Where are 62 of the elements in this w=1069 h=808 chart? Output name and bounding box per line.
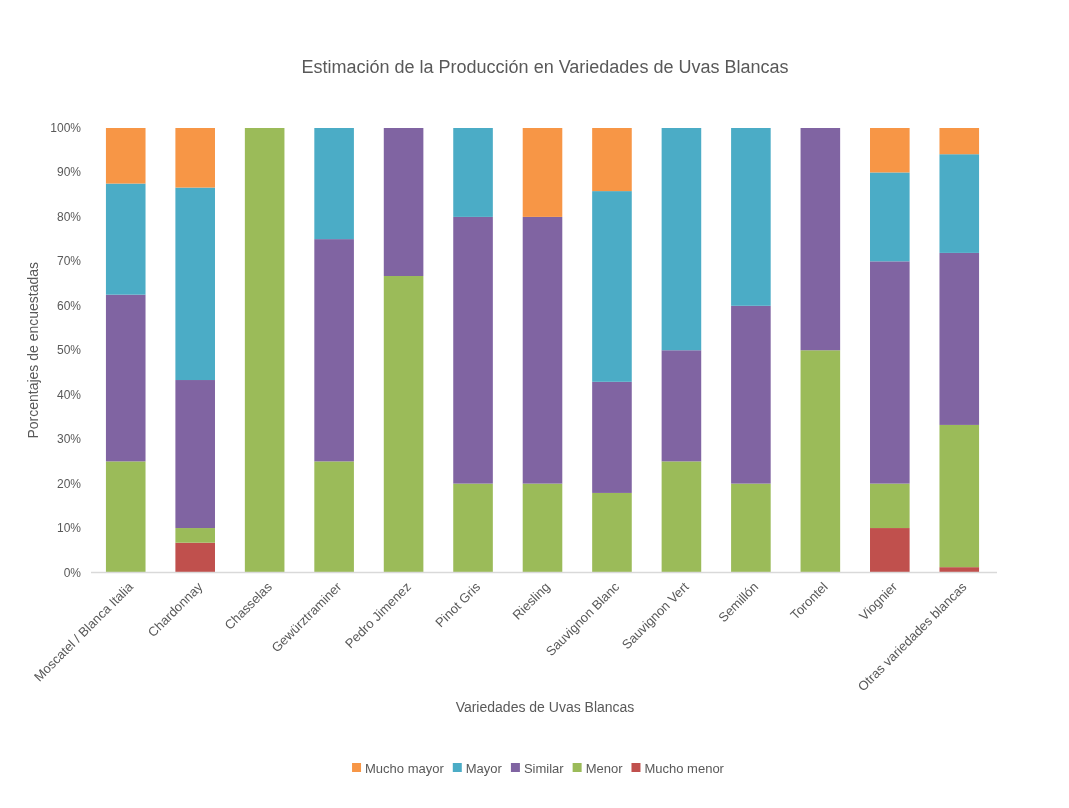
bar — [800, 128, 841, 351]
bar — [105, 294, 146, 462]
bar — [175, 187, 215, 381]
bar — [314, 239, 354, 462]
bar — [314, 461, 354, 573]
y-tick-label: 0% — [63, 565, 82, 580]
bar — [731, 305, 771, 484]
legend-label: Mucho mayor — [365, 760, 445, 776]
bar — [870, 128, 910, 173]
bar — [522, 216, 563, 484]
bar — [453, 483, 493, 573]
bar — [453, 128, 493, 217]
bar — [939, 252, 980, 425]
bar — [314, 128, 354, 240]
chart-title: Estimación de la Producción en Variedades de Uvas Blancas — [301, 57, 789, 77]
x-axis-title: Variedades de Uvas Blancas — [455, 699, 635, 715]
bar — [453, 216, 493, 484]
bar — [105, 461, 146, 573]
bar — [731, 483, 771, 573]
bar — [592, 191, 632, 382]
bar — [661, 350, 702, 462]
bar — [105, 128, 146, 184]
bar — [522, 483, 563, 573]
legend-label: Mucho menor — [644, 760, 725, 776]
y-tick-label: 100% — [50, 121, 82, 135]
bar — [939, 424, 980, 568]
legend-label: Menor — [585, 760, 624, 776]
bar — [939, 128, 980, 155]
bar — [175, 528, 215, 543]
bar — [175, 542, 215, 573]
bar — [592, 381, 632, 493]
bar — [870, 261, 910, 484]
bar — [383, 276, 424, 573]
bar — [522, 128, 563, 217]
bar — [661, 128, 702, 351]
y-tick-label: 40% — [56, 387, 82, 402]
bar — [105, 183, 146, 295]
bar — [939, 567, 980, 573]
bar — [383, 128, 424, 277]
bar — [592, 128, 632, 192]
bar — [870, 528, 910, 573]
y-tick-label: 70% — [56, 254, 82, 269]
bar — [661, 461, 702, 573]
y-tick-label: 60% — [56, 298, 82, 313]
y-tick-label: 50% — [56, 343, 82, 358]
y-tick-label: 30% — [56, 432, 82, 447]
y-axis-title: Porcentajes de encuestadas — [25, 261, 41, 439]
bar — [244, 128, 285, 573]
y-tick-label: 80% — [56, 209, 82, 224]
bar — [592, 492, 632, 573]
bar — [870, 483, 910, 529]
legend-label: Similar — [523, 760, 565, 776]
bar — [731, 128, 771, 306]
bar — [175, 380, 215, 529]
legend-label: Mayor — [465, 760, 503, 776]
y-tick-label: 90% — [56, 165, 82, 180]
bar — [870, 172, 910, 262]
bar — [800, 350, 841, 573]
y-tick-label: 20% — [56, 476, 82, 491]
bar — [175, 128, 215, 188]
bar — [939, 154, 980, 253]
y-tick-label: 10% — [56, 521, 82, 536]
